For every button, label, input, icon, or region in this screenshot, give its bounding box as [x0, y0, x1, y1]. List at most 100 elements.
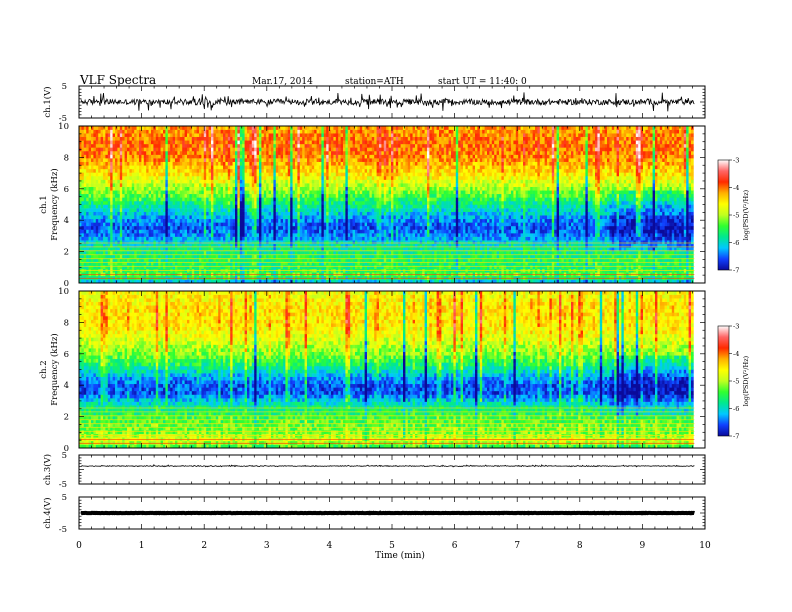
- spectrogram-cell: [129, 243, 133, 248]
- spectrogram-cell: [201, 275, 205, 280]
- spectrogram-cell: [151, 136, 154, 141]
- spectrogram-cell: [143, 275, 147, 280]
- spectrogram-cell: [297, 179, 301, 184]
- spectrogram-cell: [139, 211, 142, 216]
- spectrogram-cell: [189, 190, 193, 195]
- spectrogram-cell: [191, 225, 195, 230]
- spectrogram-cell: [259, 129, 262, 134]
- spectrogram-cell: [201, 172, 205, 177]
- spectrogram-cell: [311, 225, 315, 230]
- spectrogram-cell: [208, 161, 212, 166]
- spectrogram-cell: [227, 161, 231, 166]
- spectrogram-cell: [112, 193, 116, 198]
- spectrogram-cell: [100, 168, 104, 173]
- spectrogram-cell: [93, 265, 97, 270]
- spectrogram-cell: [247, 243, 250, 248]
- spectrogram-cell: [139, 168, 142, 173]
- spectrogram-cell: [199, 168, 202, 173]
- spectrogram-cell: [314, 129, 317, 134]
- spectrogram-cell: [295, 261, 298, 266]
- spectrogram-cell: [143, 176, 147, 180]
- spectrogram-cell: [244, 240, 248, 245]
- spectrogram-cell: [314, 208, 317, 212]
- spectrogram-cell: [160, 143, 164, 148]
- spectrogram-cell: [249, 275, 253, 280]
- spectrogram-cell: [249, 126, 253, 130]
- spectrogram-cell: [211, 190, 214, 195]
- spectrogram-cell: [242, 229, 245, 234]
- spectrogram-cell: [235, 126, 238, 130]
- spectrogram-cell: [319, 151, 322, 155]
- spectrogram-cell: [319, 236, 322, 241]
- spectrogram-cell: [119, 243, 123, 248]
- spectrogram-cell: [191, 158, 195, 162]
- spectrogram-cell: [259, 258, 262, 262]
- spectrogram-cell: [280, 208, 284, 212]
- spectrogram-cell: [302, 225, 305, 230]
- spectrogram-cell: [177, 243, 181, 248]
- spectrogram-cell: [340, 176, 344, 180]
- spectrogram-cell: [314, 222, 317, 227]
- spectrogram-cell: [311, 140, 315, 145]
- spectrogram-cell: [155, 197, 159, 202]
- spectrogram-cell: [309, 147, 313, 152]
- spectrogram-cell: [170, 250, 173, 255]
- spectrogram-cell: [292, 179, 296, 184]
- spectrogram-cell: [79, 161, 82, 166]
- spectrogram-cell: [290, 233, 293, 237]
- spectrogram-cell: [184, 233, 188, 237]
- spectrogram-cell: [112, 279, 116, 284]
- spectrogram-cell: [163, 168, 166, 173]
- spectrogram-cell: [292, 211, 296, 216]
- spectrogram-cell: [100, 183, 104, 187]
- spectrogram-cell: [268, 261, 272, 266]
- spectrogram-cell: [119, 133, 123, 137]
- spectrogram-cell: [333, 140, 337, 145]
- spectrogram-cell: [110, 165, 113, 170]
- spectrogram-cell: [117, 197, 121, 202]
- spectrogram-cell: [247, 190, 250, 195]
- spectrogram-cell: [189, 197, 193, 202]
- spectrogram-cell: [172, 140, 176, 145]
- spectrogram-cell: [191, 183, 195, 187]
- spectrogram-cell: [251, 229, 255, 234]
- spectrogram-cell: [328, 215, 332, 220]
- spectrogram-cell: [112, 233, 116, 237]
- spectrogram-cell: [261, 176, 265, 180]
- spectrogram-cell: [259, 161, 262, 166]
- spectrogram-cell: [232, 183, 236, 187]
- spectrogram-cell: [283, 275, 286, 280]
- spectrogram-cell: [259, 265, 262, 270]
- spectrogram-cell: [86, 179, 89, 184]
- spectrogram-cell: [299, 197, 303, 202]
- spectrogram-cell: [247, 161, 250, 166]
- spectrogram-cell: [167, 240, 171, 245]
- spectrogram-cell: [261, 183, 265, 187]
- spectrogram-cell: [189, 233, 193, 237]
- spectrogram-cell: [153, 240, 157, 245]
- spectrogram-cell: [81, 265, 85, 270]
- spectrogram-cell: [280, 129, 284, 134]
- spectrogram-cell: [179, 172, 183, 177]
- spectrogram-cell: [117, 190, 121, 195]
- spectrogram-cell: [328, 143, 332, 148]
- spectrogram-cell: [335, 258, 339, 262]
- spectrogram-cell: [182, 258, 185, 262]
- spectrogram-cell: [235, 218, 238, 223]
- spectrogram-cell: [215, 258, 219, 262]
- spectrogram-cell: [158, 218, 161, 223]
- spectrogram-cell: [256, 151, 260, 155]
- spectrogram-cell: [139, 129, 142, 134]
- spectrogram-cell: [259, 147, 262, 152]
- spectrogram-cell: [218, 204, 221, 209]
- spectrogram-cell: [215, 143, 219, 148]
- spectrogram-cell: [170, 186, 173, 191]
- spectrogram-cell: [256, 265, 260, 270]
- spectrogram-cell: [340, 208, 344, 212]
- spectrogram-cell: [146, 129, 149, 134]
- spectrogram-cell: [175, 197, 178, 202]
- spectrogram-cell: [268, 193, 272, 198]
- spectrogram-cell: [333, 225, 337, 230]
- spectrogram-cell: [146, 168, 149, 173]
- spectrogram-cell: [266, 254, 269, 259]
